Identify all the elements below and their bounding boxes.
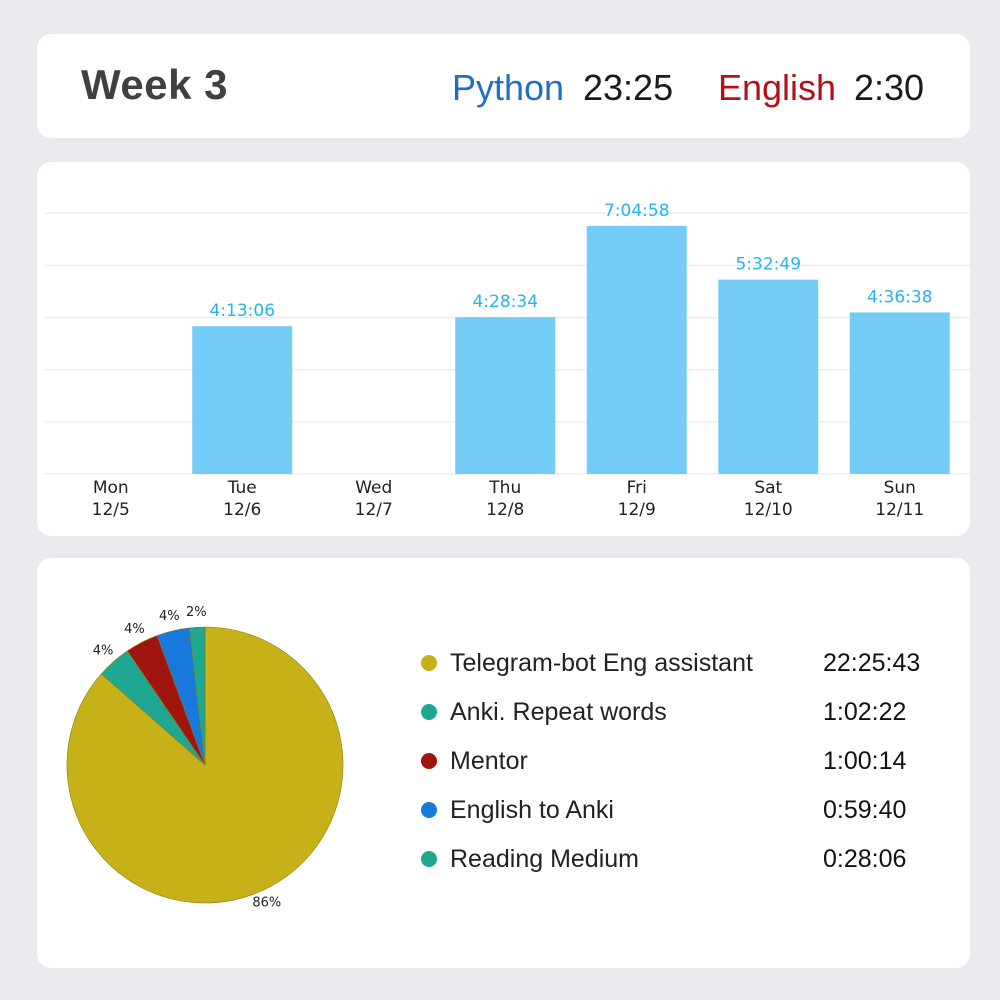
bar-value-label: 7:04:58 bbox=[604, 201, 670, 221]
legend-dot-icon bbox=[421, 851, 437, 867]
bar-fri[interactable] bbox=[586, 225, 687, 474]
legend-value: 1:00:14 bbox=[823, 747, 907, 775]
legend-value: 22:25:43 bbox=[823, 649, 921, 677]
bar-sat[interactable] bbox=[718, 279, 819, 474]
x-tick-date: 12/8 bbox=[486, 500, 524, 520]
x-tick-day: Sat bbox=[754, 478, 782, 498]
x-tick-date: 12/6 bbox=[223, 500, 261, 520]
x-tick-date: 12/11 bbox=[875, 500, 924, 520]
legend-dot-icon bbox=[421, 704, 437, 720]
x-tick-day: Sun bbox=[884, 478, 916, 498]
legend-value: 0:28:06 bbox=[823, 845, 907, 873]
x-tick-date: 12/5 bbox=[92, 500, 130, 520]
pie-slice[interactable] bbox=[189, 626, 206, 766]
x-tick-date: 12/10 bbox=[744, 500, 793, 520]
legend-label: Mentor bbox=[450, 747, 528, 775]
bar-thu[interactable] bbox=[455, 317, 556, 474]
x-tick-day: Mon bbox=[93, 478, 129, 498]
week-title: Week 3 bbox=[81, 61, 228, 108]
x-tick-day: Tue bbox=[227, 478, 257, 498]
x-tick-date: 12/7 bbox=[355, 500, 393, 520]
bar-value-label: 4:36:38 bbox=[867, 287, 933, 307]
legend-value: 0:59:40 bbox=[823, 796, 907, 824]
x-tick-day: Thu bbox=[488, 478, 521, 498]
pie-percent-label: 4% bbox=[93, 644, 114, 659]
x-tick-date: 12/9 bbox=[618, 500, 656, 520]
pie-slice[interactable] bbox=[66, 626, 344, 904]
legend-label: Telegram-bot Eng assistant bbox=[450, 649, 753, 677]
english-total-time: 2:30 bbox=[854, 67, 925, 108]
daily-bar-chart-card: Mon 12/5 4:13:06 Tue 12/6 Wed 12/7 4:28:34 Thu 12… bbox=[37, 162, 970, 536]
daily-bar-chart: Mon12/54:13:06Tue12/6Wed12/74:28:34Thu12… bbox=[45, 201, 970, 520]
legend-label: Reading Medium bbox=[450, 845, 639, 873]
python-label: Python bbox=[452, 67, 565, 108]
legend-dot-icon bbox=[421, 802, 437, 818]
x-tick-day: Wed bbox=[355, 478, 392, 498]
legend-value: 1:02:22 bbox=[823, 698, 907, 726]
legend-dot-icon bbox=[421, 655, 437, 671]
bar-sun[interactable] bbox=[849, 312, 950, 474]
bar-tue[interactable] bbox=[192, 326, 293, 474]
bar-value-label: 4:28:34 bbox=[472, 292, 538, 312]
legend-dot-icon bbox=[421, 753, 437, 769]
python-total-time: 23:25 bbox=[583, 67, 674, 108]
bar-value-label: 4:13:06 bbox=[209, 301, 275, 321]
legend-label: English to Anki bbox=[450, 796, 614, 824]
pie-percent-label: 86% bbox=[252, 896, 281, 911]
summary-header-card: Week 3 Python 23:25 English 2:30 bbox=[37, 34, 970, 138]
pie-percent-label: 4% bbox=[124, 622, 145, 637]
english-label: English bbox=[718, 67, 837, 108]
activity-pie-chart-card: 86% 4% 4% 4% 2% Telegram-bot Eng assistant 22… bbox=[37, 558, 970, 968]
bar-value-label: 5:32:49 bbox=[735, 255, 801, 275]
pie-percent-label: 2% bbox=[186, 605, 207, 620]
pie-percent-label: 4% bbox=[159, 609, 180, 624]
legend-label: Anki. Repeat words bbox=[450, 698, 667, 726]
x-tick-day: Fri bbox=[627, 478, 647, 498]
activity-pie-chart: 86% 4% 4% 4% 2% bbox=[66, 605, 344, 911]
